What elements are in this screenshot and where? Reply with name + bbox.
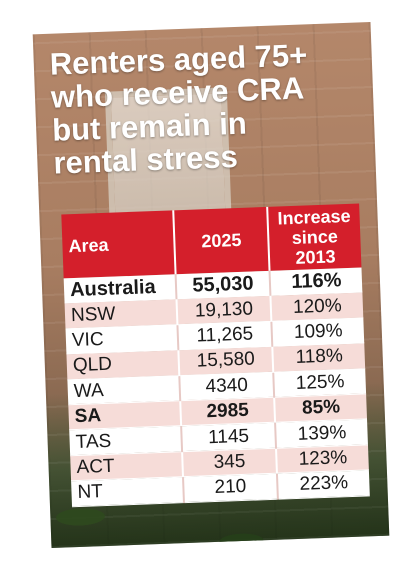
cell-increase: 118% [272, 343, 366, 372]
infographic-card: Renters aged 75+ who receive CRA but rem… [32, 21, 390, 549]
table-body: Australia 55,030 116% NSW 19,130 120% VIC 11,26… [63, 267, 370, 507]
header-line: Increase [277, 205, 351, 229]
cell-2025: 2985 [180, 397, 276, 427]
cell-2025: 19,130 [176, 295, 272, 325]
cell-2025: 15,580 [178, 346, 274, 376]
cell-2025: 345 [182, 447, 277, 477]
cell-2025: 11,265 [177, 321, 273, 350]
infographic-title: Renters aged 75+ who receive CRA but rem… [49, 36, 364, 180]
cell-area: NT [71, 476, 184, 507]
column-header-area: Area [61, 210, 176, 279]
cell-2025: 55,030 [175, 270, 271, 300]
column-header-2025: 2025 [173, 206, 270, 275]
column-header-increase: Increase since 2013 [267, 203, 362, 271]
cell-increase: 223% [276, 469, 370, 499]
cell-increase: 139% [275, 419, 368, 448]
cell-increase: 109% [271, 317, 365, 347]
cell-increase: 125% [273, 368, 367, 398]
table-header-row: Area 2025 Increase since 2013 [61, 203, 362, 279]
cell-increase: 120% [270, 292, 364, 322]
cell-2025: 210 [183, 473, 278, 503]
cell-increase: 85% [274, 393, 368, 423]
header-line: 2013 [295, 246, 336, 268]
rental-stress-table: Area 2025 Increase since 2013 Australia 5… [61, 203, 370, 507]
cell-2025: 4340 [179, 371, 275, 401]
cell-2025: 1145 [181, 422, 277, 452]
cell-increase: 123% [276, 444, 369, 474]
cell-increase: 116% [269, 267, 363, 296]
